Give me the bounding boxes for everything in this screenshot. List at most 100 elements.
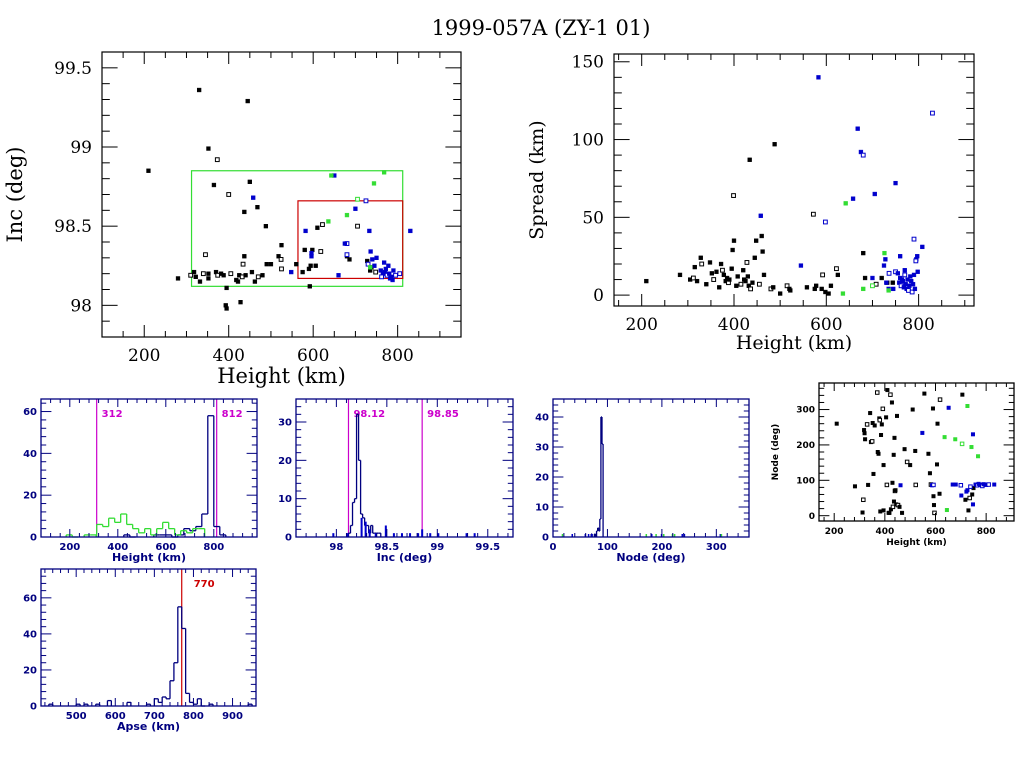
data-point-black <box>255 205 260 210</box>
y-tick-label: 60 <box>23 407 37 418</box>
data-point-black <box>931 494 936 499</box>
data-point-black <box>788 288 793 293</box>
x-axis-label: Height (km) <box>217 364 346 388</box>
data-point-green <box>976 454 981 459</box>
data-point-blue <box>393 272 398 278</box>
data-point-black <box>306 266 312 272</box>
y-tick-label: 60 <box>23 593 37 604</box>
data-point-black <box>242 209 247 215</box>
data-point-black <box>243 273 248 278</box>
data-point-blue <box>374 255 379 260</box>
histogram-bar-blue-fill <box>429 533 432 537</box>
chart-node-histogram: 0 100 200 300 0 10 20 30 40 Node (deg) <box>535 398 750 564</box>
data-point-black <box>320 222 325 227</box>
y-tick-label: 40 <box>23 629 37 640</box>
data-point-blue <box>986 482 991 487</box>
data-point-blue <box>368 249 373 254</box>
data-point-black <box>203 252 208 258</box>
data-point-black <box>743 278 748 284</box>
data-point-black <box>249 269 255 275</box>
x-tick-label: 300 <box>706 542 727 553</box>
data-point-blue <box>909 289 915 295</box>
data-point-black <box>910 407 915 412</box>
data-point-black <box>738 281 744 287</box>
data-point-blue <box>895 271 900 276</box>
data-point-black <box>888 392 893 397</box>
page-title: 1999-057A (ZY-1 01) <box>431 16 651 40</box>
data-point-blue <box>390 277 395 283</box>
data-point-black <box>704 282 709 287</box>
x-tick-label: 100 <box>597 542 618 553</box>
data-point-black <box>224 285 229 291</box>
threshold-label: 770 <box>194 579 215 590</box>
data-point-black <box>834 266 839 272</box>
data-point-blue <box>344 252 350 258</box>
data-point-black <box>264 262 269 267</box>
data-point-black <box>893 488 898 493</box>
histogram-bar-blue-fill <box>587 534 590 537</box>
plot-frame <box>40 398 258 538</box>
chart-inc-vs-height: 200 400 600 800 98 98.5 99 99.5 Height (km) Inc (… <box>3 51 462 388</box>
histogram-bar-blue-fill <box>360 517 363 537</box>
x-axis-label: Height (km) <box>112 551 186 564</box>
data-point-black <box>245 98 250 104</box>
y-tick-label: 0 <box>285 533 292 544</box>
data-point-black <box>884 415 889 420</box>
data-point-black <box>966 508 971 513</box>
data-point-black <box>318 249 324 254</box>
data-point-black <box>771 285 776 290</box>
data-point-black <box>268 262 274 267</box>
data-point-black <box>869 439 875 444</box>
histogram-bar-blue-fill <box>384 525 387 537</box>
data-point-black <box>699 261 705 267</box>
y-tick-label: 0 <box>30 533 37 544</box>
y-tick-label: 10 <box>278 494 292 505</box>
x-tick-label: 200 <box>651 542 672 553</box>
data-point-blue <box>370 257 375 262</box>
x-tick-label: 0 <box>550 542 557 553</box>
histogram-bar-green-fill <box>720 534 723 537</box>
data-point-black <box>214 157 220 163</box>
data-point-black <box>760 249 765 254</box>
data-point-black <box>870 420 875 425</box>
data-point-black <box>745 274 750 279</box>
x-tick-label: 99 <box>430 542 444 553</box>
y-tick-label: 20 <box>23 665 37 676</box>
threshold-label: 312 <box>102 409 123 420</box>
data-point-blue <box>850 196 856 201</box>
data-point-black <box>814 283 819 288</box>
data-point-black <box>196 87 202 93</box>
data-point-blue <box>391 268 396 273</box>
data-point-black <box>717 285 722 290</box>
data-point-black <box>744 260 750 265</box>
data-point-blue <box>970 432 975 437</box>
data-point-black <box>778 291 783 296</box>
data-point-black <box>835 272 840 278</box>
data-point-blue <box>931 482 936 488</box>
data-point-blue <box>872 191 877 197</box>
data-point-black <box>900 510 905 515</box>
data-point-black <box>970 492 975 497</box>
histogram-bar-blue-fill <box>591 534 593 537</box>
data-point-blue <box>958 483 964 488</box>
data-point-black <box>930 406 935 411</box>
data-point-blue <box>886 270 892 276</box>
data-point-blue <box>968 484 973 489</box>
data-point-green <box>840 291 846 296</box>
data-point-black <box>206 146 211 151</box>
histogram-bar-blue-fill <box>683 534 686 537</box>
data-point-green <box>861 286 866 292</box>
data-point-black <box>313 263 318 268</box>
y-axis-label: Spread (km) <box>526 120 548 239</box>
x-tick-label: 800 <box>183 711 204 722</box>
data-point-blue <box>798 263 804 268</box>
histogram-bar-blue-fill <box>374 533 377 537</box>
data-point-black <box>260 273 265 278</box>
y-tick-label: 50 <box>582 208 604 228</box>
x-tick-label: 600 <box>155 542 176 553</box>
data-point-black <box>861 497 866 503</box>
y-tick-label: 98.5 <box>54 217 92 237</box>
data-point-green <box>329 173 334 178</box>
data-point-black <box>677 272 683 278</box>
plot-frame <box>552 398 750 538</box>
